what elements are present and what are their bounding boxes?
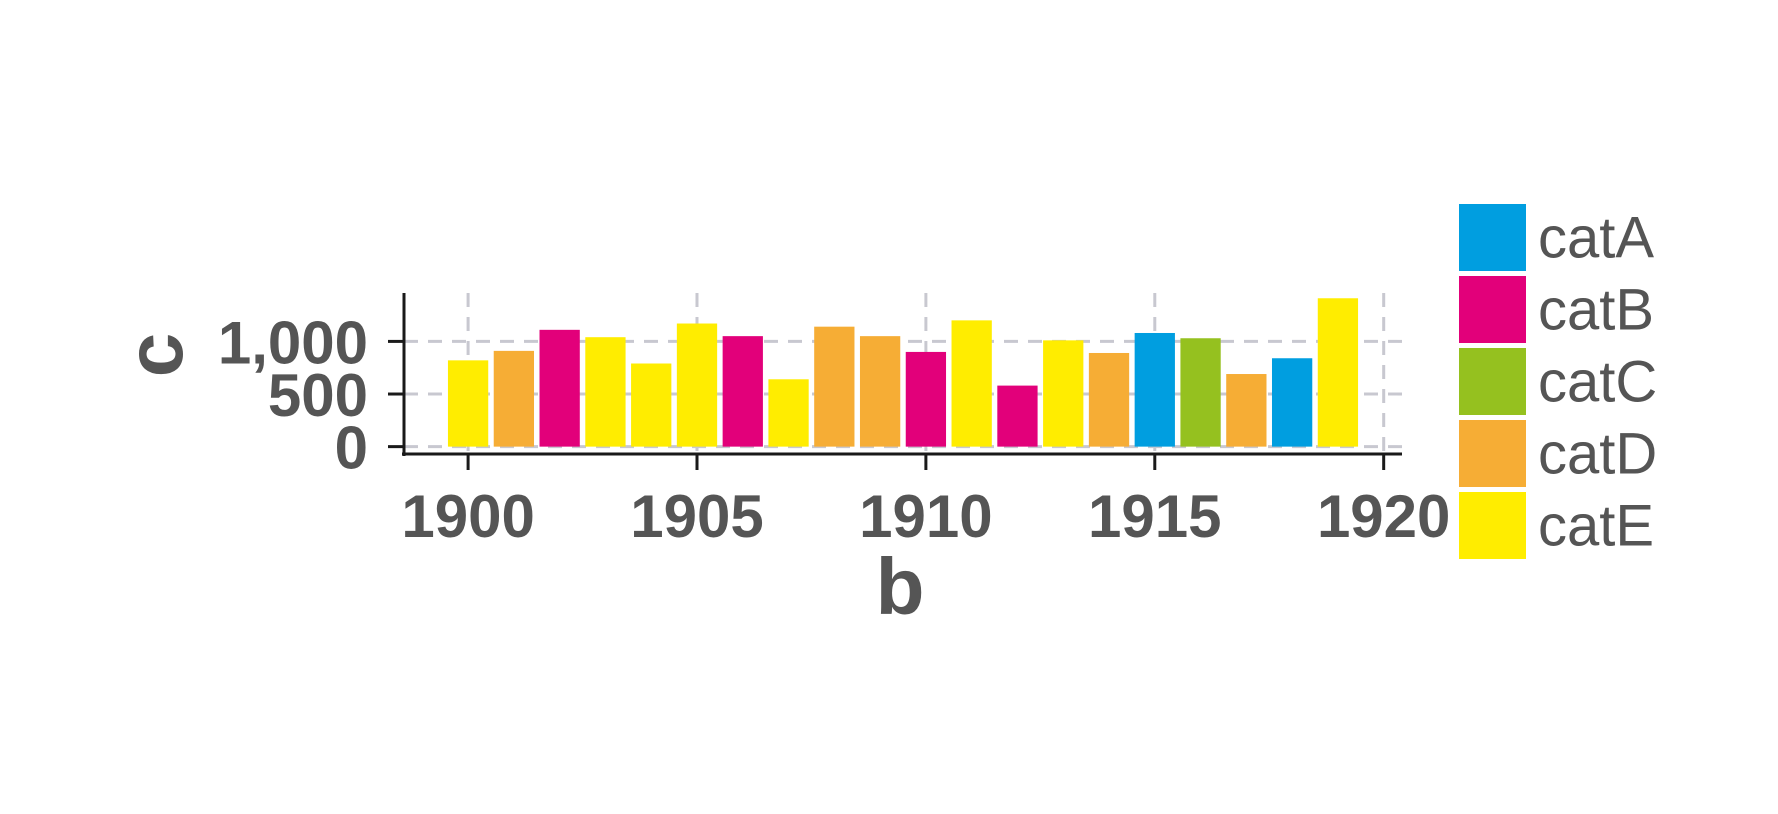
- x-axis-title: b: [876, 542, 925, 631]
- bars: [447, 298, 1359, 447]
- y-axis-title: c: [110, 333, 199, 378]
- bar-1903: [585, 337, 626, 447]
- bar-1914: [1088, 352, 1130, 447]
- x-tick-label-4: 1920: [1317, 483, 1450, 550]
- x-tick-label-3: 1915: [1088, 483, 1221, 550]
- legend-label-catA: catA: [1538, 206, 1654, 271]
- legend-swatch-catD: [1459, 420, 1526, 487]
- bar-1912: [997, 385, 1038, 447]
- bar-1906: [722, 336, 763, 447]
- bar-1911: [951, 320, 992, 447]
- bar-1904: [631, 363, 672, 447]
- bar-1916: [1180, 338, 1221, 447]
- legend-label-catE: catE: [1538, 494, 1654, 559]
- bar-1915: [1134, 332, 1175, 447]
- bar-1909: [859, 336, 901, 447]
- y-tick-label-0: 0: [335, 415, 368, 482]
- bar-1907: [768, 379, 809, 447]
- legend-label-catB: catB: [1538, 278, 1654, 343]
- x-tick-label-1: 1905: [630, 483, 763, 550]
- legend-swatch-catC: [1459, 348, 1526, 415]
- legend-label-catC: catC: [1538, 350, 1657, 415]
- bar-1900: [447, 360, 489, 447]
- legend-label-catD: catD: [1538, 422, 1657, 487]
- x-tick-label-2: 1910: [859, 483, 992, 550]
- legend-swatch-catB: [1459, 276, 1526, 343]
- bar-1910: [905, 351, 947, 447]
- y-tick-label-2: 1,000: [218, 309, 368, 376]
- y-tick-label-1: 500: [268, 362, 368, 429]
- axes: [388, 293, 1402, 470]
- legend: catA catB catC catD catE: [1459, 204, 1657, 559]
- bar-1901: [493, 350, 535, 447]
- bar-1919: [1317, 298, 1359, 447]
- bar-1917: [1226, 374, 1267, 447]
- x-tick-label-0: 1900: [401, 483, 534, 550]
- bar-1918: [1271, 358, 1313, 447]
- bar-1908: [814, 326, 855, 447]
- bar-1902: [539, 329, 580, 447]
- bar-1913: [1043, 340, 1084, 447]
- legend-swatch-catA: [1459, 204, 1526, 271]
- legend-swatch-catE: [1459, 492, 1526, 559]
- bar-1905: [676, 323, 718, 447]
